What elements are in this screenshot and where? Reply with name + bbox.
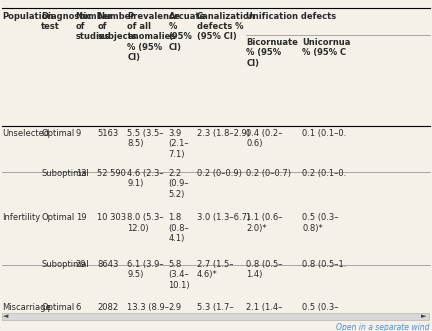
Text: Open in a separate wind: Open in a separate wind	[337, 323, 430, 331]
Text: 0.2 (0–0.9): 0.2 (0–0.9)	[197, 169, 241, 178]
Text: Number
of
subjects: Number of subjects	[97, 12, 137, 41]
Text: 2082: 2082	[97, 303, 118, 312]
Text: Canalization
defects %
(95% CI): Canalization defects % (95% CI)	[197, 12, 255, 41]
Text: 2.2
(0.9–
5.2): 2.2 (0.9– 5.2)	[168, 169, 189, 199]
Text: 3.0 (1.3–6.7): 3.0 (1.3–6.7)	[197, 213, 250, 222]
Text: Infertility: Infertility	[2, 213, 41, 222]
Text: 5.8
(3.4–
10.1): 5.8 (3.4– 10.1)	[168, 260, 190, 290]
Text: Number
of
studies: Number of studies	[76, 12, 113, 41]
Text: 2.3 (1.8–2.9): 2.3 (1.8–2.9)	[197, 129, 250, 138]
Text: 2.7 (1.5–
4.6)*: 2.7 (1.5– 4.6)*	[197, 260, 233, 279]
Text: 19: 19	[76, 213, 86, 222]
Text: Unicornua
% (95% C: Unicornua % (95% C	[302, 38, 351, 58]
Text: 13.3 (8.9–: 13.3 (8.9–	[127, 303, 169, 312]
Text: 0.2 (0–0.7): 0.2 (0–0.7)	[246, 169, 291, 178]
Text: ◄: ◄	[3, 313, 9, 319]
Text: Optimal: Optimal	[41, 213, 74, 222]
Text: 1.1 (0.6–
2.0)*: 1.1 (0.6– 2.0)*	[246, 213, 283, 233]
Text: 5163: 5163	[97, 129, 118, 138]
Text: 0.8 (0.5–1.: 0.8 (0.5–1.	[302, 260, 347, 269]
Text: 2.1 (1.4–: 2.1 (1.4–	[246, 303, 283, 312]
Text: 0.1 (0.1–0.: 0.1 (0.1–0.	[302, 129, 346, 138]
Bar	[2, 313, 429, 320]
Text: Optimal: Optimal	[41, 303, 74, 312]
Text: 8.0 (5.3–
12.0): 8.0 (5.3– 12.0)	[127, 213, 164, 233]
Text: Diagnostic
test: Diagnostic test	[41, 12, 92, 31]
Text: 10 303: 10 303	[97, 213, 126, 222]
Text: Population: Population	[2, 12, 54, 21]
Text: Unselected: Unselected	[2, 129, 49, 138]
Text: Suboptimal: Suboptimal	[41, 260, 89, 269]
Text: Bicornuate
% (95%
CI): Bicornuate % (95% CI)	[246, 38, 298, 68]
Text: 29: 29	[76, 260, 86, 269]
Text: Miscarriage: Miscarriage	[2, 303, 51, 312]
Text: 0.5 (0.3–: 0.5 (0.3–	[302, 303, 339, 312]
Text: 0.2 (0.1–0.: 0.2 (0.1–0.	[302, 169, 346, 178]
Text: 0.4 (0.2–
0.6): 0.4 (0.2– 0.6)	[246, 129, 283, 149]
Text: 4.6 (2.3–
9.1): 4.6 (2.3– 9.1)	[127, 169, 164, 188]
Text: 0.5 (0.3–
0.8)*: 0.5 (0.3– 0.8)*	[302, 213, 339, 233]
Text: 0.8 (0.5–
1.4): 0.8 (0.5– 1.4)	[246, 260, 283, 279]
Text: Prevalence
of all
anomalies
% (95%
CI): Prevalence of all anomalies % (95% CI)	[127, 12, 180, 62]
Text: Unification defects: Unification defects	[246, 12, 337, 21]
Text: Suboptimal: Suboptimal	[41, 169, 89, 178]
Text: Optimal: Optimal	[41, 129, 74, 138]
Text: 6: 6	[76, 303, 81, 312]
Text: 52 590: 52 590	[97, 169, 126, 178]
Text: 5.5 (3.5–
8.5): 5.5 (3.5– 8.5)	[127, 129, 164, 149]
Text: 5.3 (1.7–: 5.3 (1.7–	[197, 303, 233, 312]
Text: 3.9
(2.1–
7.1): 3.9 (2.1– 7.1)	[168, 129, 189, 159]
Text: 1.8
(0.8–
4.1): 1.8 (0.8– 4.1)	[168, 213, 189, 243]
Text: 6.1 (3.9–
9.5): 6.1 (3.9– 9.5)	[127, 260, 164, 279]
Text: 13: 13	[76, 169, 86, 178]
Text: Arcuate
%
(95%
CI): Arcuate % (95% CI)	[168, 12, 206, 52]
Text: 8643: 8643	[97, 260, 118, 269]
Text: ►: ►	[421, 313, 426, 319]
Text: 2.9: 2.9	[168, 303, 181, 312]
Text: 9: 9	[76, 129, 81, 138]
